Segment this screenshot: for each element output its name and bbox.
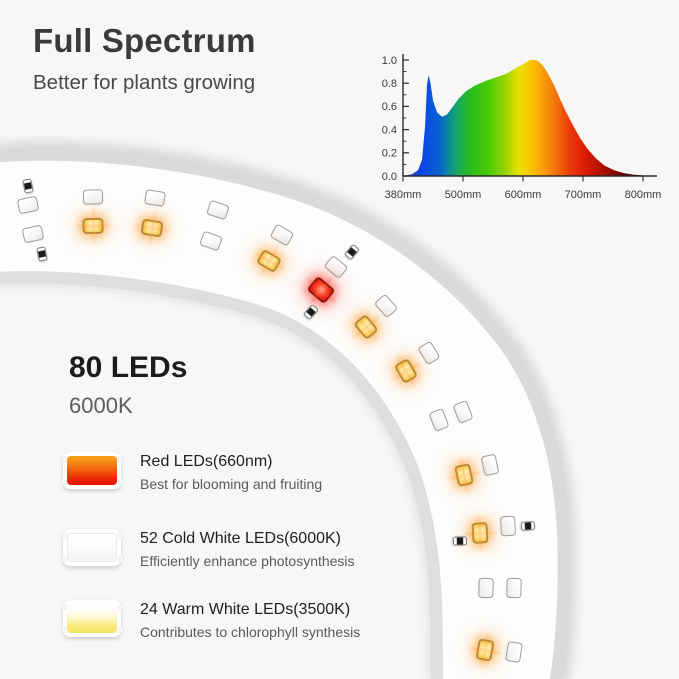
header: Full Spectrum Better for plants growing: [33, 22, 256, 95]
swatch-notch: [60, 479, 67, 485]
led-white: [323, 254, 349, 280]
y-tick-label: 1.0: [382, 55, 397, 67]
warm-white-swatch: [67, 604, 117, 633]
led-white: [478, 577, 494, 599]
spectrum-chart: 0.0 0.2 0.4 0.6 0.8 1.0 380mm 500mm 600mm 700mm 80…: [382, 54, 662, 201]
smd-component: [22, 178, 34, 194]
swatch-notch: [117, 533, 124, 539]
y-tick-label: 0.8: [382, 78, 397, 90]
red-gradient-swatch: [67, 456, 117, 485]
led-white: [199, 230, 223, 252]
swatch-notch: [117, 604, 124, 610]
y-tick-label: 0.4: [382, 124, 397, 136]
page-subtitle: Better for plants growing: [33, 71, 256, 94]
legend-row-cold-white: 52 Cold White LEDs(6000K) Efficiently en…: [60, 529, 355, 569]
legend-title: 24 Warm White LEDs(3500K): [140, 601, 351, 618]
legend-desc: Contributes to chlorophyll synthesis: [140, 624, 361, 640]
cold-white-swatch: [67, 533, 117, 562]
spectrum-curve: [403, 60, 643, 176]
swatch-notch: [60, 604, 67, 610]
led-white: [428, 407, 450, 433]
x-axis-ticks: 380mm 500mm 600mm 700mm 800mm: [385, 176, 662, 201]
y-tick-label: 0.6: [382, 101, 397, 113]
legend-swatch-cold-white: [60, 529, 124, 566]
swatch-notch: [117, 479, 124, 485]
led-white: [480, 453, 500, 477]
led-white: [21, 224, 45, 244]
y-tick-label: 0.2: [382, 148, 397, 160]
led-white: [16, 195, 40, 215]
smd-component: [36, 246, 48, 262]
legend-row-red: Red LEDs(660nm) Best for blooming and fr…: [60, 452, 323, 492]
led-white: [206, 199, 230, 221]
led-white: [499, 515, 517, 537]
legend-desc: Best for blooming and fruiting: [140, 476, 323, 492]
legend-title: Red LEDs(660nm): [140, 453, 273, 470]
led-warm: [255, 248, 283, 274]
color-temp: 6000K: [69, 393, 133, 418]
swatch-notch: [60, 456, 67, 462]
legend-swatch-red: [60, 452, 124, 489]
led-white: [505, 640, 523, 664]
y-axis-ticks: 0.0 0.2 0.4 0.6 0.8 1.0: [382, 55, 409, 183]
x-tick-label: 500mm: [445, 189, 482, 201]
chart-axes: [402, 54, 657, 177]
led-warm: [453, 463, 475, 487]
y-tick-label: 0.0: [382, 171, 397, 183]
led-warm: [82, 217, 104, 235]
led-warm: [475, 638, 495, 662]
led-warm: [471, 522, 489, 544]
swatch-notch: [117, 556, 124, 562]
swatch-notch: [117, 627, 124, 633]
page-title: Full Spectrum: [33, 22, 256, 59]
swatch-notch: [60, 627, 67, 633]
led-warm: [393, 357, 419, 385]
led-white: [143, 189, 167, 207]
x-tick-label: 600mm: [505, 189, 542, 201]
led-white: [269, 223, 295, 247]
smd-component: [452, 536, 468, 546]
swatch-notch: [60, 556, 67, 562]
ring-inner-edge: [0, 271, 443, 679]
led-white: [452, 399, 474, 425]
swatch-notch: [117, 456, 124, 462]
legend-desc: Efficiently enhance photosynthesis: [140, 553, 355, 569]
led-count-title: 80 LEDs: [69, 351, 188, 384]
ring-outer-edge: [0, 147, 571, 679]
led-info: 80 LEDs 6000K: [69, 351, 187, 419]
smd-component: [344, 243, 360, 261]
legend-title: 52 Cold White LEDs(6000K): [140, 530, 341, 547]
x-tick-label: 380mm: [385, 189, 422, 201]
legend-swatch-warm-white: [60, 600, 124, 637]
led-warm: [353, 313, 379, 341]
led-white: [506, 577, 522, 599]
led-red: [306, 275, 336, 305]
led-white: [82, 189, 104, 205]
smd-component: [520, 521, 536, 531]
legend-row-warm-white: 24 Warm White LEDs(3500K) Contributes to…: [60, 600, 361, 640]
led-warm: [140, 218, 164, 238]
swatch-notch: [60, 533, 67, 539]
x-tick-label: 700mm: [565, 189, 602, 201]
x-tick-label: 800mm: [625, 189, 662, 201]
